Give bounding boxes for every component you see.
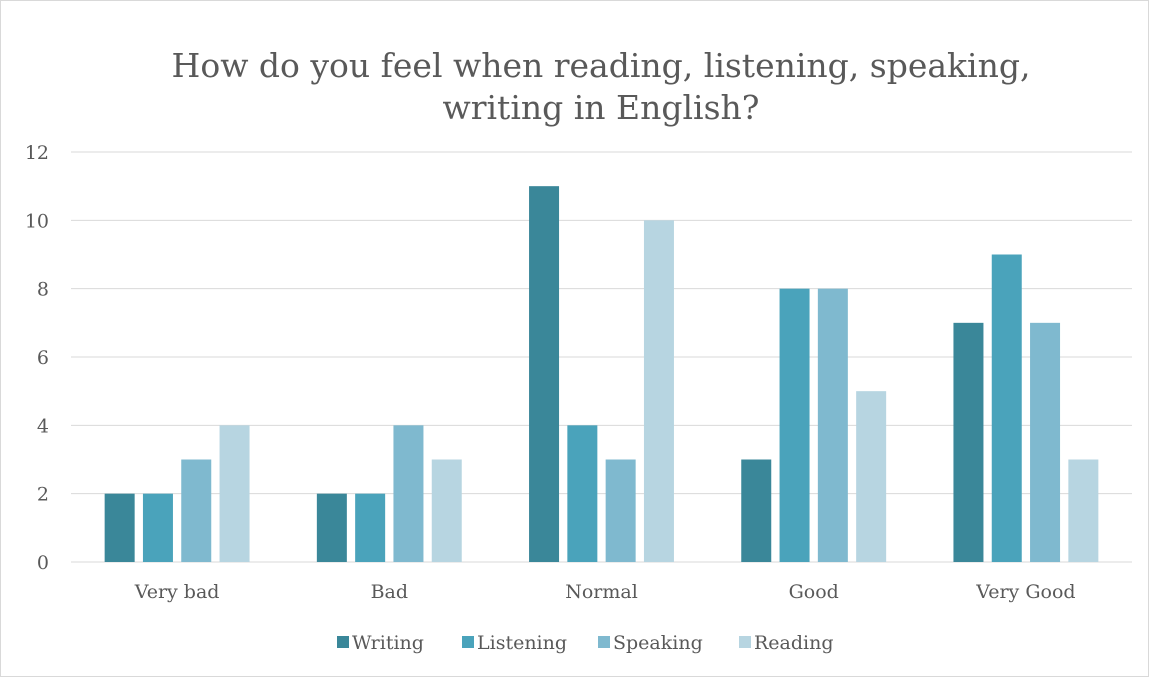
bar-listening-very-good <box>991 254 1022 562</box>
bar-writing-bad <box>316 493 347 562</box>
bar-speaking-normal <box>605 459 636 562</box>
bar-speaking-bad <box>393 425 424 562</box>
bar-writing-very-good <box>953 322 984 562</box>
legend-label-reading: Reading <box>754 632 834 654</box>
bar-reading-very-bad <box>219 425 250 562</box>
bar-reading-bad <box>431 459 462 562</box>
y-tick-label: 0 <box>37 552 49 574</box>
chart-title: How do you feel when reading, listening,… <box>172 46 1031 127</box>
chart-title-line-1: How do you feel when reading, listening,… <box>172 46 1031 85</box>
legend-swatch-reading <box>739 636 751 648</box>
bar-listening-bad <box>355 493 386 562</box>
legend-label-writing: Writing <box>352 632 424 654</box>
bar-writing-good <box>741 459 772 562</box>
legend-label-speaking: Speaking <box>613 632 703 654</box>
legend-swatch-speaking <box>598 636 610 648</box>
bar-listening-normal <box>567 425 598 562</box>
x-category-label: Very bad <box>134 581 220 603</box>
x-category-label: Good <box>789 581 839 603</box>
bar-reading-very-good <box>1068 459 1099 562</box>
y-tick-label: 8 <box>37 279 49 301</box>
bar-speaking-good <box>817 288 848 562</box>
y-tick-label: 2 <box>37 484 49 506</box>
y-tick-label: 10 <box>25 210 49 232</box>
x-category-label: Very Good <box>975 581 1075 603</box>
bar-speaking-very-good <box>1030 322 1061 562</box>
bar-reading-good <box>856 391 887 562</box>
bars <box>104 186 1099 563</box>
legend: Writing Listening Speaking Reading <box>337 632 834 654</box>
bar-reading-normal <box>643 220 674 563</box>
y-tick-label: 12 <box>25 142 49 164</box>
legend-label-listening: Listening <box>477 632 567 654</box>
bar-listening-good <box>779 288 810 562</box>
x-axis-category-labels: Very bad Bad Normal Good Very Good <box>134 581 1076 603</box>
legend-swatch-listening <box>462 636 474 648</box>
y-tick-label: 6 <box>37 347 49 369</box>
x-category-label: Normal <box>565 581 638 603</box>
bar-writing-very-bad <box>104 493 135 562</box>
y-axis-tick-labels: 0 2 4 6 8 10 12 <box>25 142 49 574</box>
bar-listening-very-bad <box>142 493 173 562</box>
chart-title-line-2: writing in English? <box>442 88 759 127</box>
bar-speaking-very-bad <box>181 459 212 562</box>
y-tick-label: 4 <box>37 415 49 437</box>
bar-writing-normal <box>529 186 560 562</box>
x-category-label: Bad <box>371 581 408 603</box>
legend-swatch-writing <box>337 636 349 648</box>
